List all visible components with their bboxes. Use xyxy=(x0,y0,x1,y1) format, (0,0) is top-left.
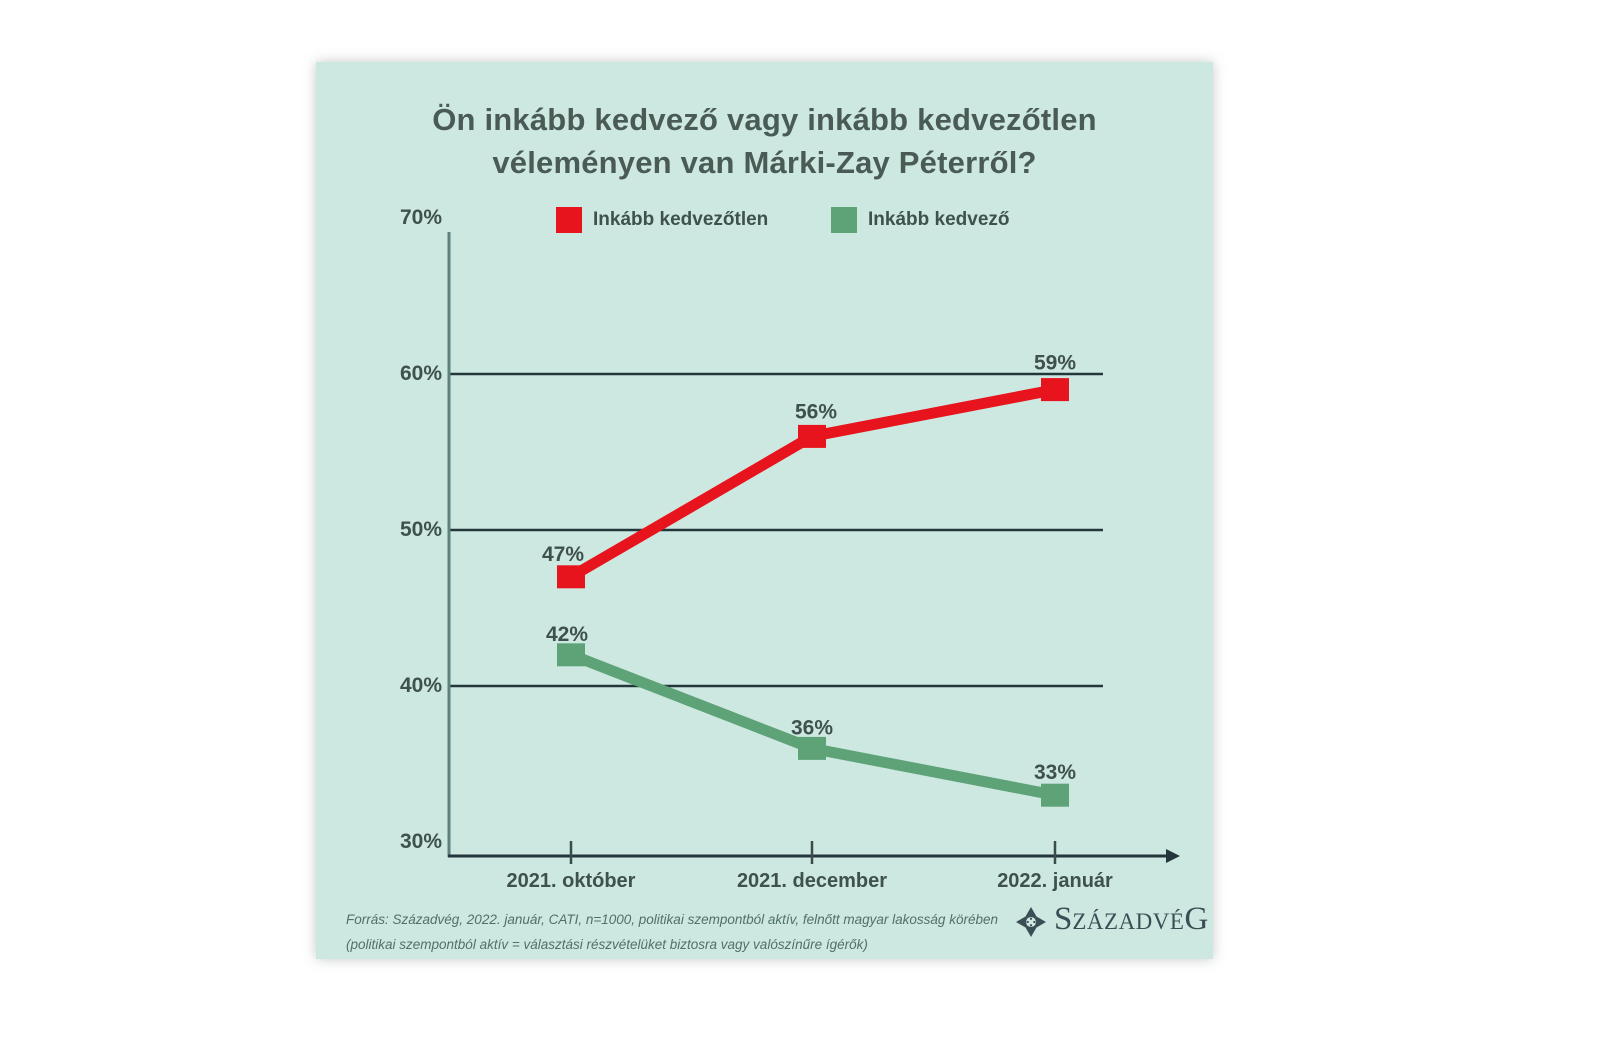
legend-label: Inkább kedvezőtlen xyxy=(593,209,769,230)
y-axis-label-40: 40% xyxy=(399,674,442,697)
chart-title-line1: Ön inkább kedvező vagy inkább kedvezőtle… xyxy=(432,102,1097,137)
value-label-unfavorable-1: 56% xyxy=(795,400,837,423)
szazadveg-logo: SZÁZADVÉG xyxy=(1016,902,1208,942)
y-axis-label-30: 30% xyxy=(399,830,442,853)
marker-favorable-1 xyxy=(798,736,826,760)
source-note: Forrás: Századvég, 2022. január, CATI, n… xyxy=(346,907,1026,957)
marker-unfavorable-0 xyxy=(557,565,585,589)
chart-title: Ön inkább kedvező vagy inkább kedvezőtle… xyxy=(316,98,1213,184)
legend-label: Inkább kedvező xyxy=(868,209,1010,230)
marker-favorable-2 xyxy=(1041,783,1069,807)
y-axis-label-70: 70% xyxy=(399,206,442,229)
value-label-favorable-1: 36% xyxy=(791,716,833,739)
y-axis-label-50: 50% xyxy=(399,518,442,541)
marker-unfavorable-2 xyxy=(1041,378,1069,402)
plot-area: 47% 56% 59% 42% 36% 33% xyxy=(447,232,1180,864)
x-axis-label-0: 2021. október xyxy=(506,870,636,892)
x-axis-arrow xyxy=(1166,849,1180,863)
value-label-favorable-0: 42% xyxy=(546,623,588,646)
legend-item-unfavorable: Inkább kedvezőtlen xyxy=(556,206,768,234)
marker-favorable-0 xyxy=(557,643,585,667)
chart-panel: Ön inkább kedvező vagy inkább kedvezőtle… xyxy=(316,62,1213,959)
value-label-unfavorable-0: 47% xyxy=(542,543,584,566)
x-axis-label-2: 2022. január xyxy=(997,870,1113,892)
value-label-unfavorable-2: 59% xyxy=(1034,352,1076,375)
chart-title-line2: véleményen van Márki-Zay Péterről? xyxy=(492,145,1037,180)
legend-swatch xyxy=(556,207,582,233)
source-note-line1: Forrás: Századvég, 2022. január, CATI, n… xyxy=(346,912,998,927)
source-note-line2: (politikai szempontból aktív = választás… xyxy=(346,937,868,952)
value-label-favorable-2: 33% xyxy=(1034,761,1076,784)
szazadveg-logo-icon xyxy=(1016,907,1046,937)
marker-unfavorable-1 xyxy=(798,424,826,448)
legend-item-favorable: Inkább kedvező xyxy=(831,206,1010,234)
y-axis-label-60: 60% xyxy=(399,362,442,385)
szazadveg-logo-text: SZÁZADVÉG xyxy=(1054,901,1209,937)
x-axis-label-1: 2021. december xyxy=(736,870,888,892)
legend-swatch xyxy=(831,207,857,233)
